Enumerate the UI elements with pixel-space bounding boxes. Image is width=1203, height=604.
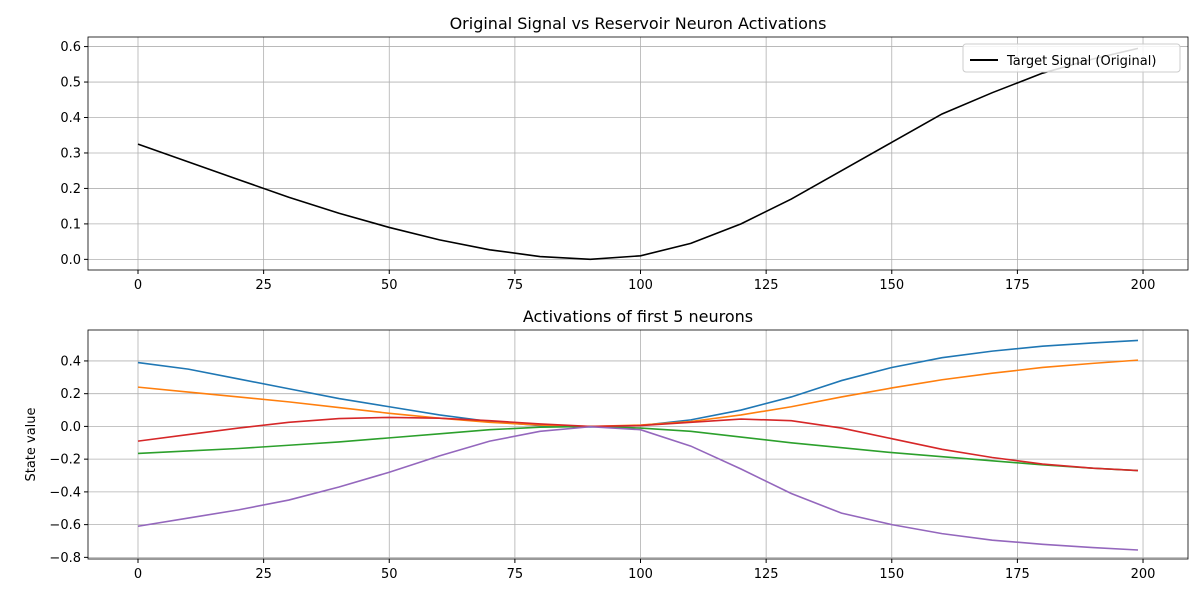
series-line [137,359,1139,428]
x-tick-label: 100 [628,278,653,293]
x-tick-label: 25 [255,567,272,582]
y-tick-label: −0.2 [49,453,81,468]
y-tick-label: 0.3 [60,146,81,161]
x-tick-label: 75 [507,567,524,582]
series-line [137,425,1139,551]
x-tick-label: 0 [134,278,142,293]
x-tick-label: 100 [628,567,653,582]
x-tick-label: 150 [879,567,904,582]
y-tick-label: −0.8 [49,551,81,566]
x-tick-label: 50 [381,567,398,582]
y-tick-label: −0.4 [49,485,81,500]
series-line [137,425,1139,472]
y-tick-label: 0.4 [60,354,81,369]
legend-frame [962,43,1181,73]
y-tick-label: 0.1 [60,217,81,232]
x-tick-label: 125 [754,567,779,582]
legend-label: Target Signal (Original) [1006,54,1156,69]
y-tick-label: −0.6 [49,518,81,533]
y-tick-label: 0.2 [60,182,81,197]
x-tick-label: 200 [1131,567,1156,582]
x-tick-label: 0 [134,567,142,582]
plot-frame [87,329,1189,560]
y-tick-label: 0.2 [60,387,81,402]
x-tick-label: 175 [1005,567,1030,582]
y-tick-label: 0.4 [60,111,81,126]
plot-frame [87,36,1189,271]
x-tick-label: 50 [381,278,398,293]
series-line [137,339,1139,428]
x-tick-label: 200 [1131,278,1156,293]
x-tick-label: 175 [1005,278,1030,293]
chart-title: Activations of first 5 neurons [523,307,753,326]
x-tick-label: 75 [507,278,524,293]
series-line [137,47,1139,261]
y-tick-label: 0.0 [60,420,81,435]
y-tick-label: 0.5 [60,76,81,91]
y-tick-label: 0.0 [60,253,81,268]
x-tick-label: 125 [754,278,779,293]
y-axis-label: State value [24,407,39,481]
x-tick-label: 150 [879,278,904,293]
chart-title: Original Signal vs Reservoir Neuron Acti… [450,14,827,33]
x-tick-label: 25 [255,278,272,293]
series-line [137,416,1139,472]
y-tick-label: 0.6 [60,40,81,55]
